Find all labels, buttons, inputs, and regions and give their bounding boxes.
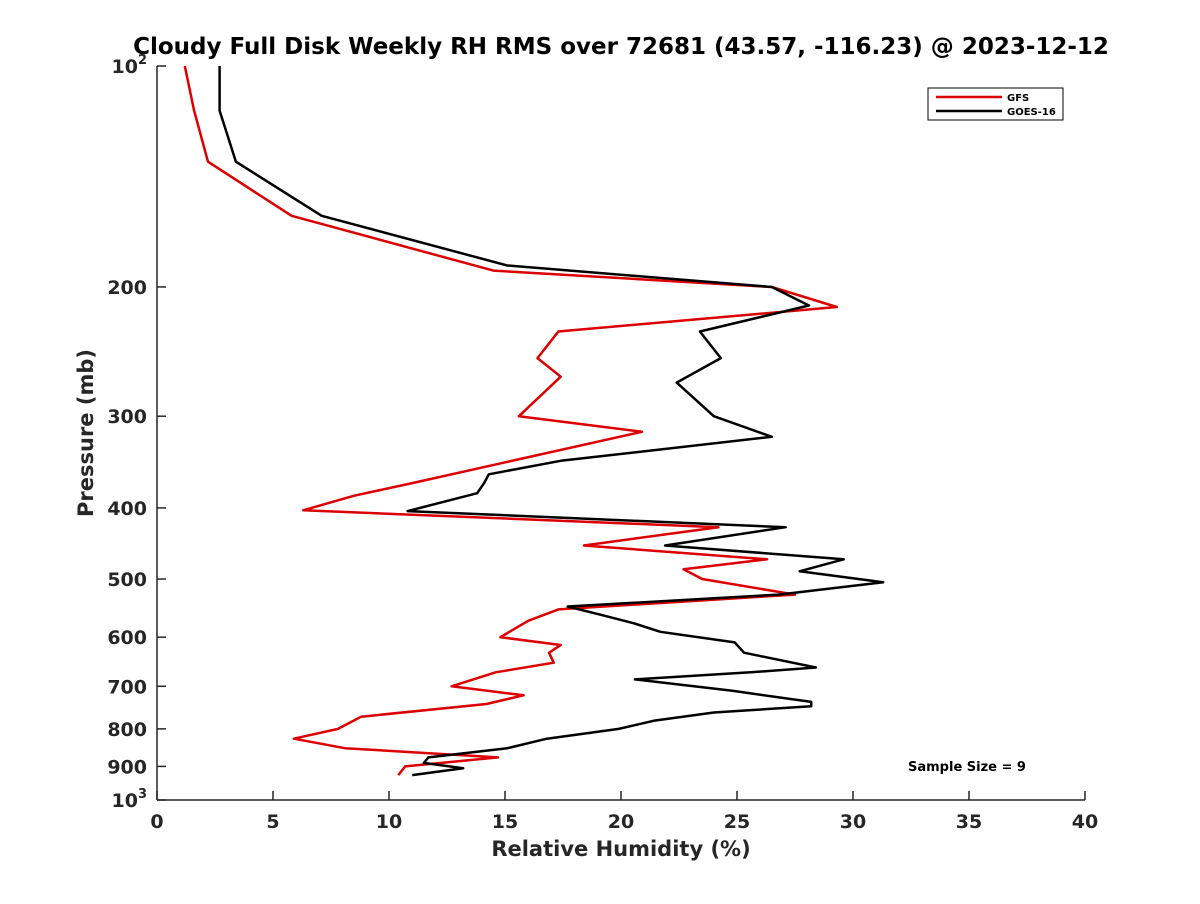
series-layer [183, 65, 885, 777]
x-tick-label: 30 [840, 811, 866, 833]
y-tick-label: 600 [107, 627, 147, 649]
legend: GFS GOES-16 [927, 87, 1064, 121]
y-tick-label: 400 [107, 498, 147, 520]
y-tick-label: 102 [112, 53, 148, 78]
y-tick-label: 500 [107, 569, 147, 591]
x-tick-label: 20 [608, 811, 634, 833]
y-tick-label: 800 [107, 719, 147, 741]
x-ticks: 0 5 10 15 20 25 30 35 40 [150, 791, 1098, 833]
x-tick-label: 0 [150, 811, 163, 833]
x-tick-label: 40 [1072, 811, 1098, 833]
plot-area: 0 5 10 15 20 25 30 35 40 102 200 300 400 500 600 700 80… [107, 53, 1098, 833]
sample-size-annotation: Sample Size = 9 [908, 760, 1026, 775]
x-axis-label: Relative Humidity (%) [491, 837, 750, 861]
y-tick-label: 900 [107, 756, 147, 778]
x-tick-label: 25 [724, 811, 750, 833]
y-axis-label: Pressure (mb) [74, 349, 98, 517]
x-tick-label: 35 [956, 811, 982, 833]
legend-box [927, 87, 1064, 121]
legend-label-goes16: GOES-16 [1007, 107, 1056, 118]
x-tick-label: 10 [376, 811, 402, 833]
y-ticks: 102 200 300 400 500 600 700 800 900 103 [107, 53, 166, 812]
legend-label-gfs: GFS [1007, 93, 1029, 104]
x-tick-label: 5 [266, 811, 279, 833]
y-tick-label: 103 [112, 787, 148, 812]
x-tick-label: 15 [492, 811, 518, 833]
chart-title: Cloudy Full Disk Weekly RH RMS over 7268… [133, 34, 1109, 60]
y-tick-label: 200 [107, 277, 147, 299]
series-line-goes-16 [218, 66, 885, 777]
y-tick-label: 300 [107, 406, 147, 428]
y-tick-label: 700 [107, 676, 147, 698]
